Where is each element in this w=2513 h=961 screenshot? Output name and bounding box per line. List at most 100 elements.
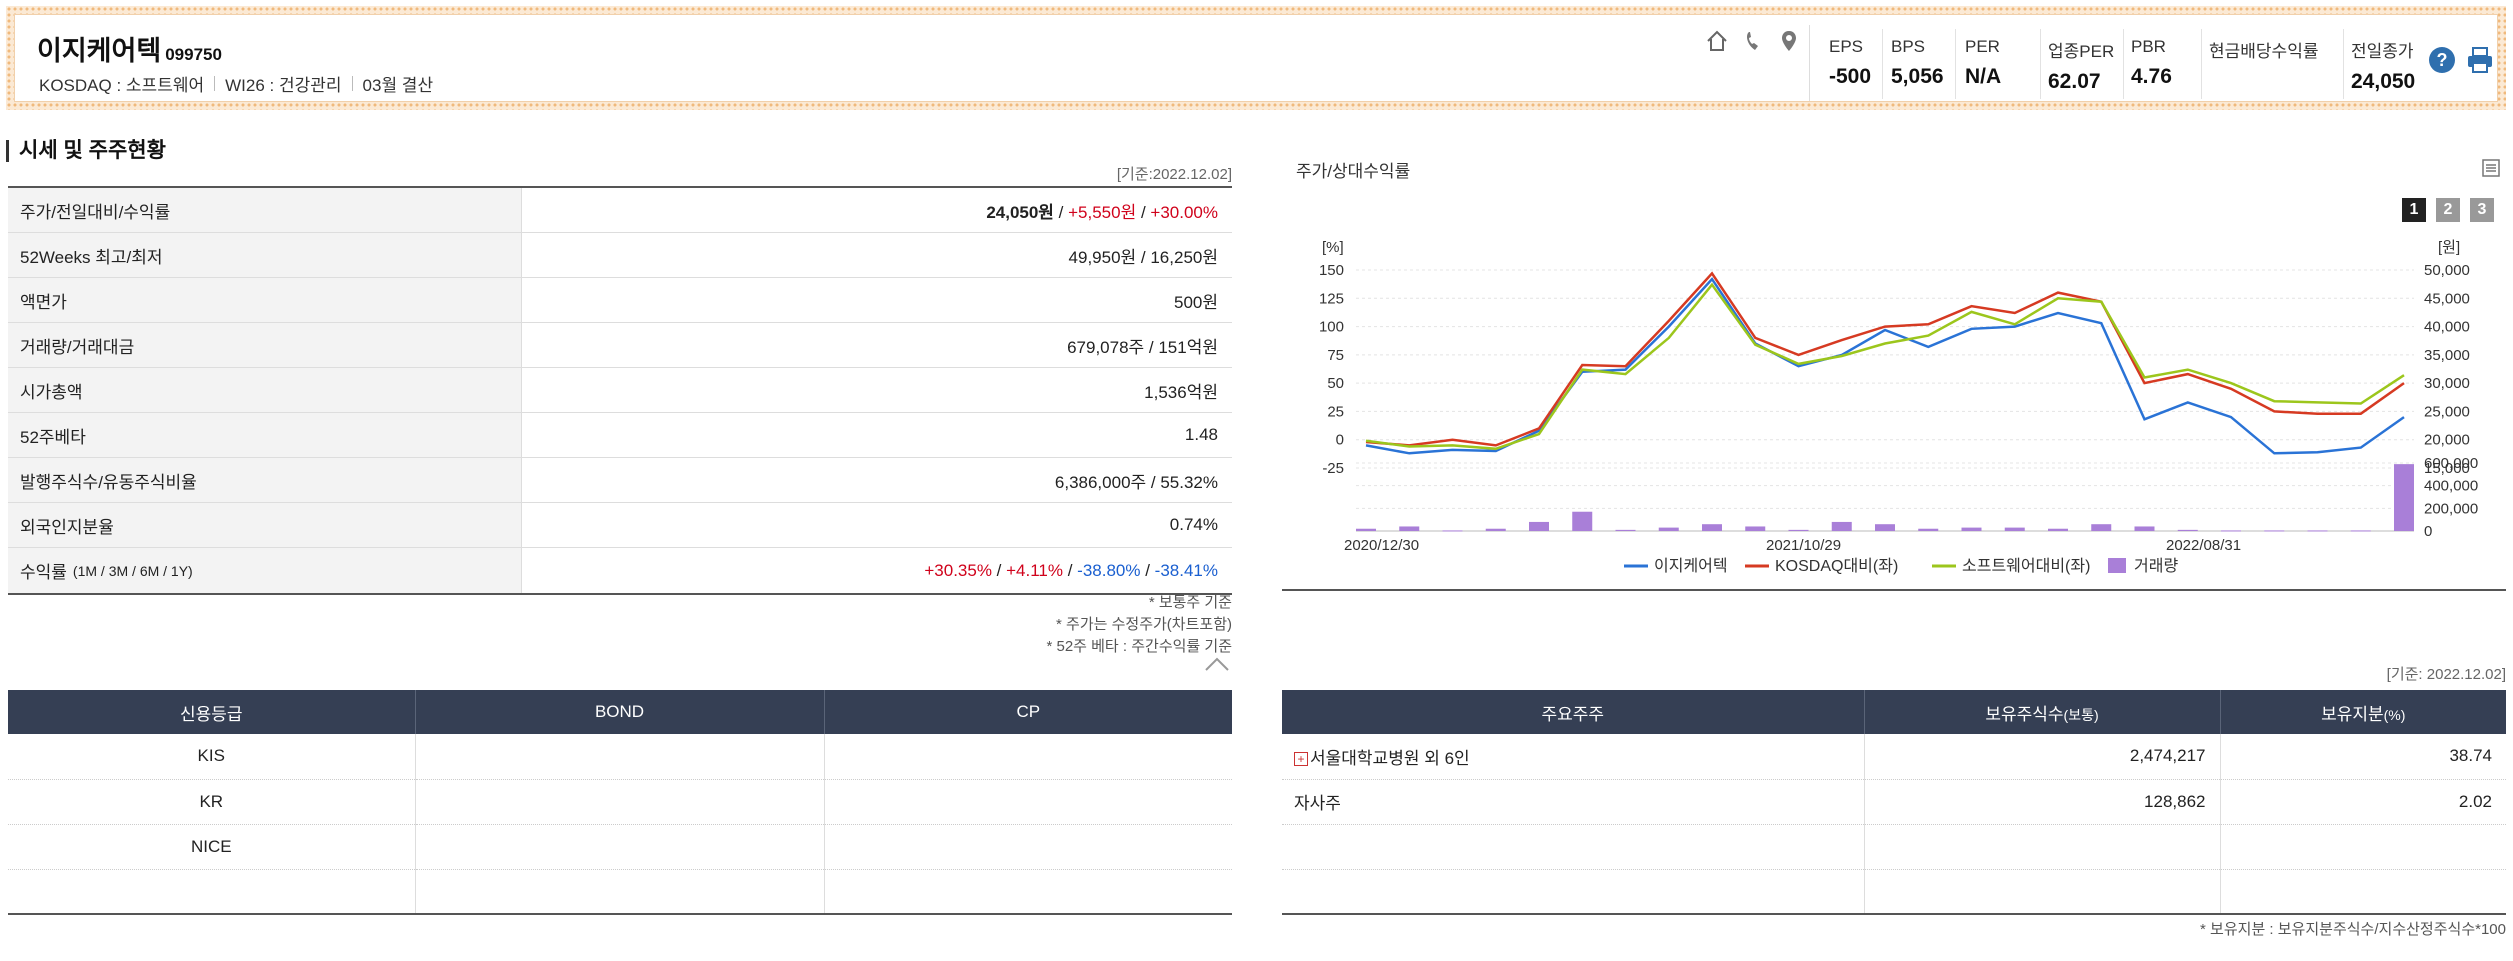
price-value-part: / [991,560,1007,580]
credit-cell [414,779,824,825]
credit-rating-table: 신용등급 BOND CP KIS KR NICE [8,690,1232,915]
credit-cell [414,734,824,780]
holder-row: 자사주 128,862 2.02 [1282,779,2506,825]
company-name-text: 이지케어텍 [37,36,162,66]
company-header: 이지케어텍 099750 KOSDAQ : 소프트웨어 WI26 : 건강관리 0… [6,6,2506,110]
right-tick-label: 15,000 [2424,460,2470,477]
holder-shares [1863,869,2220,915]
volume-bar [2091,524,2112,531]
series-line [1365,282,2405,451]
chart-page-button-3[interactable]: 3 [2470,198,2494,222]
company-meta: KOSDAQ : 소프트웨어 WI26 : 건강관리 03월 결산 [39,71,433,96]
credit-cell [823,869,1232,915]
volume-bar [1831,521,1852,531]
price-row: 액면가 500원 [8,278,1232,323]
volume-tick-label: 400,000 [2424,478,2478,495]
volume-bar [2350,530,2371,532]
price-value-part: 1.48 [1184,425,1218,444]
holder-row [1282,869,2506,915]
volume-bar [2307,530,2328,532]
price-value-part: / [1140,560,1155,580]
price-row: 52주베타 1.48 [8,413,1232,458]
price-row: 시가총액 1,536억원 [8,368,1232,413]
price-row: 52Weeks 최고/최저 49,950원 / 16,250원 [8,233,1232,278]
price-row-label: 52주베타 [8,413,522,457]
left-tick-label: -25 [1322,460,1344,477]
holders-col-name: 주요주주 [1282,690,1864,734]
holders-note: * 보유지분 : 보유지분주식수/지수산정주식수*100 [2200,921,2506,938]
volume-tick-label: 0 [2424,523,2432,540]
settlement-label: 03월 결산 [362,76,434,95]
chart-menu-icon[interactable] [2481,158,2501,178]
volume-bar [1529,521,1549,531]
holder-name-cell [1282,869,1864,915]
chart-page-button-2[interactable]: 2 [2436,198,2460,222]
volume-bar [2394,464,2414,531]
price-value-part: / [1053,202,1069,222]
metric-bps: BPS 5,056 [1891,37,1944,89]
price-value-part: 679,078주 / 151억원 [1067,337,1218,357]
metric-label: EPS [1829,37,1864,56]
price-value-part: 500원 [1173,292,1218,312]
price-row-label: 거래량/거래대금 [8,323,522,367]
holders-col-shares-label: 보유주식수 [1985,704,2064,724]
price-value-part: 24,050원 [986,202,1054,222]
collapse-up-icon[interactable] [1204,656,1230,672]
holder-pct [2219,869,2506,915]
meta-divider [351,76,353,91]
volume-bar [1572,511,1593,531]
volume-bar [1745,526,1766,531]
metric-prev-close: 전일종가 24,050 [2351,37,2415,94]
holder-shares [1863,824,2220,870]
location-icon[interactable] [1777,29,1801,53]
credit-cell: KR [8,779,415,825]
price-value-part: / [1136,202,1151,222]
right-tick-label: 25,000 [2424,403,2470,420]
credit-col-header: BOND [414,690,824,734]
volume-bar [1615,529,1636,531]
volume-bar [2221,530,2241,532]
price-row: 거래량/거래대금 679,078주 / 151억원 [8,323,1232,368]
chart-page-button-1[interactable]: 1 [2402,198,2426,222]
credit-row [8,869,1232,915]
metric-label: PER [1965,37,2000,56]
price-value-part: 6,386,000주 / 55.32% [1054,472,1218,492]
credit-cell [823,734,1232,780]
holder-pct: 38.74 [2219,734,2506,780]
price-note: * 주가는 수정주가(차트포함) [1056,616,1232,633]
metric-value: N/A [1965,65,2002,88]
price-value-part: +5,550원 [1068,202,1137,222]
volume-bar [1442,530,1463,532]
header-icons [1705,29,1801,53]
volume-bar [2177,529,2198,531]
legend-label: KOSDAQ대비(좌) [1775,557,1898,575]
stock-chart: [%] [원] 150 125 100 75 50 25 0 -25 50,000 45,000 40,… [1319,239,2478,575]
phone-icon[interactable] [1741,29,1765,53]
holder-row [1282,824,2506,870]
help-icon[interactable]: ? [2429,47,2455,73]
metric-value: 4.76 [2131,65,2172,88]
price-value-part: +30.00% [1150,202,1218,222]
left-tick-label: 75 [1327,347,1344,364]
metric-value: 5,056 [1891,65,1944,88]
volume-bar [1918,528,1939,531]
credit-header-row: 신용등급 BOND CP [8,690,1232,734]
price-row: 수익률 (1M / 3M / 6M / 1Y) +30.35% / +4.11% /… [8,548,1232,593]
credit-col-header: 신용등급 [8,690,415,734]
price-basis-date: [기준:2022.12.02] [1116,166,1232,183]
x-tick-label: 2020/12/30 [1344,537,1419,554]
holder-pct: 2.02 [2219,779,2506,825]
holder-pct [2219,824,2506,870]
expand-plus-icon[interactable]: + [1294,752,1308,767]
volume-tick-label: 200,000 [2424,500,2478,517]
company-name: 이지케어텍 099750 [37,29,222,68]
print-icon[interactable] [2465,45,2495,75]
credit-cell [823,824,1232,870]
left-tick-label: 25 [1327,403,1344,420]
left-tick-label: 0 [1336,432,1344,449]
legend-label-volume: 거래량 [2134,557,2178,575]
price-row-label: 발행주식수/유동주식비율 [8,458,522,502]
metric-industry-per: 업종PER 62.07 [2048,37,2114,94]
price-row-label: 52Weeks 최고/최저 [8,233,522,277]
home-icon[interactable] [1705,29,1729,53]
